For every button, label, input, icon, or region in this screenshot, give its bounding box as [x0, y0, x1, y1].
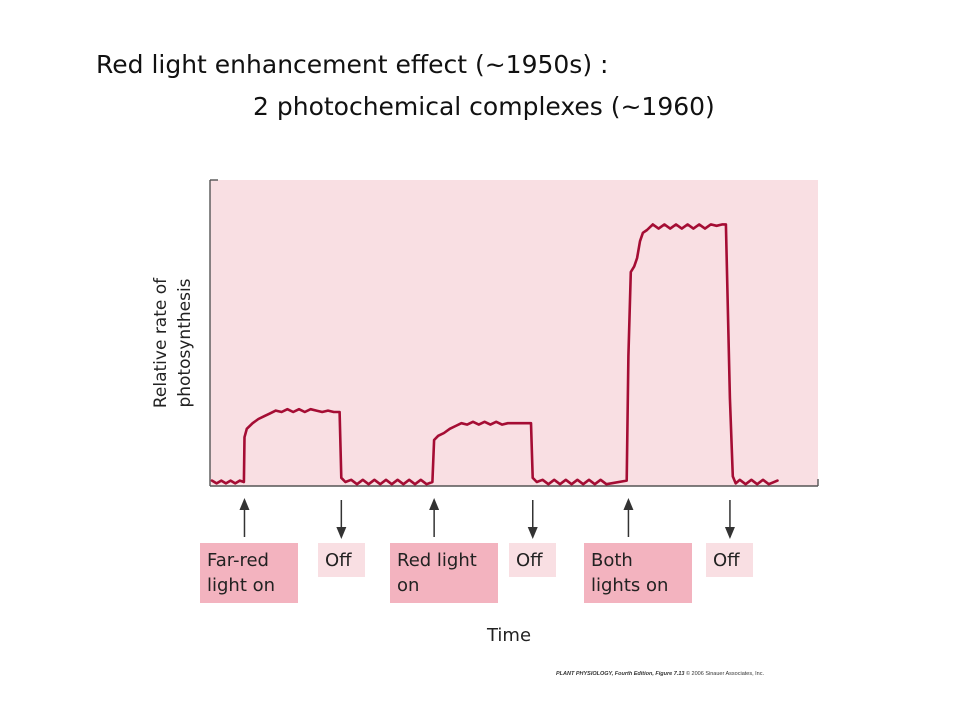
y-axis-label-line-2: photosynthesis: [175, 278, 195, 407]
credit-copyright: © 2006 Sinauer Associates, Inc.: [684, 671, 765, 677]
light-event-6: Off: [706, 500, 753, 577]
event-label-box: [584, 543, 692, 603]
arrowhead-icon: [429, 498, 440, 510]
event-label-line-2: on: [397, 575, 419, 596]
y-axis-label-line-1: Relative rate of: [151, 277, 171, 408]
credit-book: PLANT PHYSIOLOGY, Fourth Edition, Figure…: [556, 671, 685, 677]
event-label-line-1: Off: [713, 550, 740, 571]
title-line-1: Red light enhancement effect (~1950s) :: [96, 50, 609, 79]
event-label-box: [509, 543, 556, 577]
arrowhead-icon: [336, 527, 347, 539]
event-label-box: [200, 543, 298, 603]
plot-area: [210, 180, 818, 486]
arrowhead-icon: [527, 527, 538, 539]
arrowhead-icon: [239, 498, 250, 510]
light-event-4: Off: [509, 500, 556, 577]
rate-trace-line: [210, 223, 779, 486]
light-event-1: Far-red light on: [200, 498, 298, 603]
event-label-box: [390, 543, 498, 603]
light-event-3: Red light on: [390, 498, 498, 603]
event-label-line-1: Both: [591, 550, 633, 571]
arrowhead-icon: [724, 527, 735, 539]
event-label-box: [706, 543, 753, 577]
slide-title: Red light enhancement effect (~1950s) : …: [96, 44, 715, 128]
title-line-2: 2 photochemical complexes (~1960): [253, 92, 715, 121]
event-label-line-1: Off: [325, 550, 352, 571]
event-label-line-1: Red light: [397, 550, 477, 571]
event-label-line-2: light on: [207, 575, 275, 596]
event-label-line-2: lights on: [591, 575, 668, 596]
figure-credit: PLANT PHYSIOLOGY, Fourth Edition, Figure…: [556, 671, 764, 677]
light-events: Far-red light on Off Red light on Off Both ligh…: [200, 498, 753, 603]
light-event-2: Off: [318, 500, 365, 577]
event-label-box: [318, 543, 365, 577]
event-label-line-1: Far-red: [207, 550, 269, 571]
light-event-5: Both lights on: [584, 498, 692, 603]
event-label-line-1: Off: [516, 550, 543, 571]
x-axis-label: Time: [486, 625, 531, 646]
arrowhead-icon: [623, 498, 634, 510]
